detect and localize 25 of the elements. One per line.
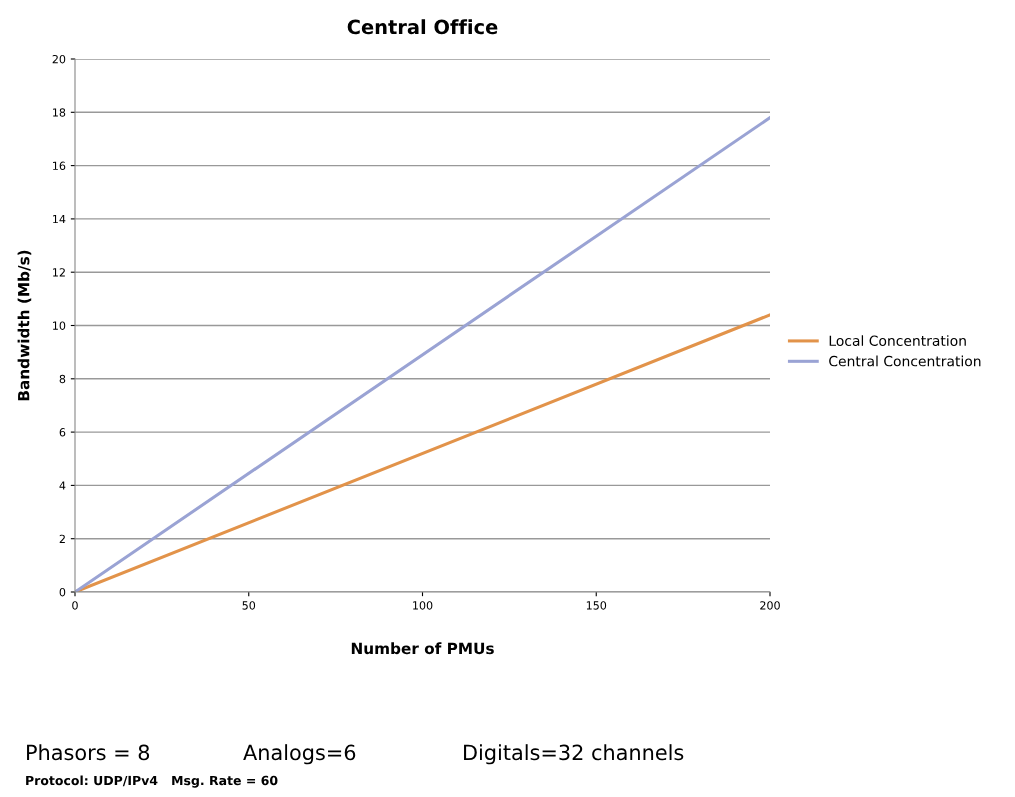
text: Protocol: UDP/IPv4 Msg. Rate = 60 — [26, 775, 278, 788]
x-tick-label: 50 — [242, 601, 256, 610]
legend-label: Central Concentration — [829, 355, 981, 367]
y-tick-label: 18 — [53, 108, 66, 117]
y-tick-label: 20 — [52, 54, 66, 64]
y-tick-label: 0 — [59, 587, 66, 597]
text: Analogs=6 — [243, 744, 356, 765]
y-tick-label: 10 — [53, 321, 66, 330]
y-tick-label: 14 — [53, 215, 66, 224]
y-tick-label: 12 — [53, 268, 65, 277]
x-tick-label: 200 — [760, 601, 780, 610]
y-tick-label: 16 — [53, 161, 66, 170]
x-tick-label: 0 — [72, 601, 78, 610]
y-tick-label: 4 — [59, 481, 66, 490]
y-tick-label: 2 — [59, 534, 65, 543]
x-tick-label: 150 — [586, 601, 607, 610]
legend-label: Local Concentration — [829, 335, 966, 346]
y-axis-title: Bandwidth (Mb/s) — [17, 250, 32, 401]
y-tick-label: 8 — [59, 374, 66, 384]
y-tick-label: 6 — [59, 428, 66, 437]
chart-title: Central Office — [347, 19, 498, 35]
x-axis-title: Number of PMUs — [351, 642, 494, 655]
text: Digitals=32 channels — [464, 744, 684, 765]
text: Phasors = 8 — [27, 744, 150, 761]
x-tick-label: 100 — [413, 601, 433, 610]
